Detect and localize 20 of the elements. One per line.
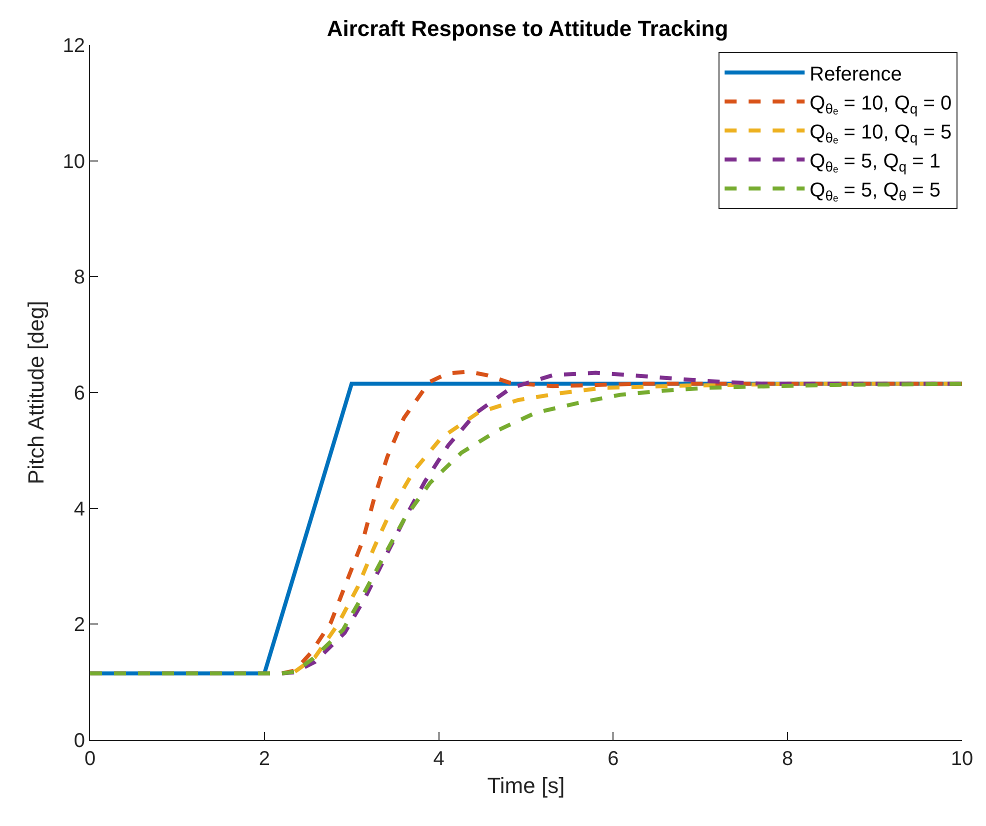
legend-label: Reference xyxy=(810,63,902,86)
y-tick-label: 12 xyxy=(62,35,85,57)
x-axis-title: Time [s] xyxy=(487,772,565,798)
y-tick-label: 6 xyxy=(74,382,85,404)
legend-label: Q$_{θₑ}$ = 10, Q$_{q}$ = 5 xyxy=(810,121,952,146)
legend-label: Q$_{θₑ}$ = 5, Q$_{q}$ = 1 xyxy=(810,150,941,174)
y-tick-label: 0 xyxy=(74,730,85,752)
y-tick-label: 10 xyxy=(62,150,85,173)
x-tick-label: 4 xyxy=(433,748,444,770)
y-axis-title: Pitch Attitude [deg] xyxy=(24,300,49,484)
legend-label: Q$_{θₑ}$ = 10, Q$_{q}$ = 0 xyxy=(810,92,952,116)
x-tick-label: 8 xyxy=(782,748,794,770)
y-tick-label: 4 xyxy=(74,498,85,520)
chart-title: Aircraft Response to Attitude Tracking xyxy=(326,16,728,41)
legend-label: Q$_{θₑ}$ = 5, Q$_{θ}$ = 5 xyxy=(810,179,941,204)
y-tick-label: 2 xyxy=(74,614,85,636)
x-tick-label: 6 xyxy=(608,748,619,770)
x-tick-label: 10 xyxy=(950,748,974,770)
y-tick-label: 8 xyxy=(74,266,85,289)
x-tick-label: 2 xyxy=(258,748,270,770)
